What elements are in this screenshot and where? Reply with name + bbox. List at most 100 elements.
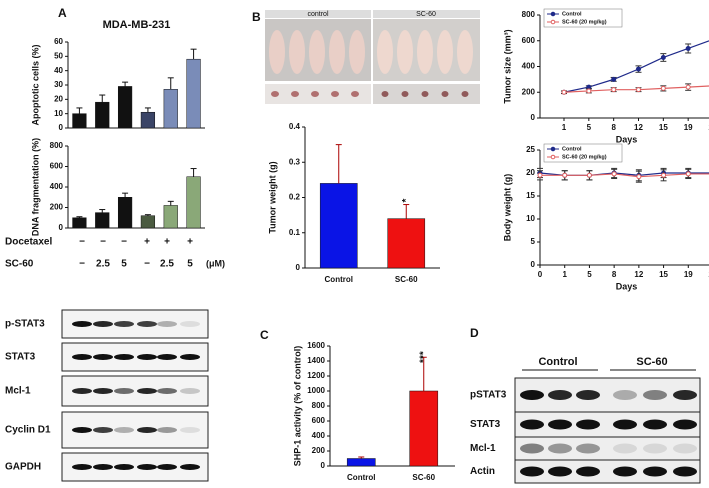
marker <box>611 171 617 177</box>
blot-label: GAPDH <box>5 462 41 473</box>
bar <box>319 183 358 269</box>
blot-label: Cyclin D1 <box>5 425 51 436</box>
y-tick-label: 20 <box>54 94 63 103</box>
mouse <box>269 30 285 74</box>
tumor <box>441 91 449 97</box>
treatment-value: − <box>79 237 85 248</box>
tumor <box>311 91 319 97</box>
marker <box>660 85 666 91</box>
y-tick-label: 600 <box>312 416 326 425</box>
marker <box>660 54 666 60</box>
treatment-value: 2.5 <box>160 259 174 270</box>
band <box>576 443 600 454</box>
band <box>72 354 92 360</box>
y-tick-label: 20 <box>526 168 535 177</box>
chart-title: MDA-MB-231 <box>103 19 171 31</box>
band <box>576 466 600 477</box>
blot <box>514 411 701 438</box>
bar <box>186 58 201 129</box>
band <box>548 419 572 430</box>
x-tick-label: 8 <box>612 270 617 279</box>
band <box>93 321 113 327</box>
band <box>72 388 92 394</box>
mouse <box>349 30 365 74</box>
y-tick-label: 10 <box>54 109 63 118</box>
band <box>157 354 177 360</box>
y-tick-label: 40 <box>54 66 63 75</box>
photo-header <box>265 10 371 18</box>
blot-label: STAT3 <box>470 419 501 430</box>
band <box>114 427 134 433</box>
y-axis-label: DNA fragmentation (%) <box>30 138 40 236</box>
band <box>114 321 134 327</box>
marker <box>562 172 568 178</box>
y-tick-label: 800 <box>312 401 326 410</box>
y-tick-label: 0 <box>59 223 64 232</box>
mouse <box>329 30 345 74</box>
band <box>137 427 157 433</box>
y-tick-label: 0.1 <box>289 228 301 237</box>
treatment-label: Docetaxel <box>5 237 52 248</box>
x-tick-label: 1 <box>562 270 567 279</box>
band <box>520 390 544 400</box>
band <box>613 466 637 477</box>
y-tick-label: 800 <box>522 10 536 19</box>
band <box>576 390 600 400</box>
mouse <box>417 30 433 74</box>
legend-label: SC-60 (20 mg/kg) <box>562 19 607 25</box>
group-label: SC-60 <box>636 356 667 368</box>
bar <box>163 89 178 129</box>
band <box>576 419 600 430</box>
y-tick-label: 400 <box>50 182 64 191</box>
bar <box>140 215 156 229</box>
y-tick-label: 600 <box>50 162 64 171</box>
x-tick-label: 15 <box>659 123 668 132</box>
legend <box>543 143 623 163</box>
legend-label: Control <box>562 146 582 152</box>
blot-label: Actin <box>470 466 495 477</box>
x-tick-label: 12 <box>634 270 643 279</box>
marker <box>561 89 567 95</box>
band <box>520 419 544 430</box>
band <box>548 466 572 477</box>
bar <box>95 101 110 129</box>
marker <box>586 88 592 94</box>
group-label: Control <box>538 356 577 368</box>
marker <box>611 87 617 93</box>
x-tick-label: SC-60 <box>395 275 418 284</box>
panel-label: A <box>58 6 67 20</box>
y-tick-label: 15 <box>526 191 535 200</box>
mouse <box>377 30 393 74</box>
y-tick-label: 0 <box>321 461 326 470</box>
legend-label: Control <box>562 11 582 17</box>
x-axis-label: Days <box>616 281 638 291</box>
band <box>114 354 134 360</box>
band <box>180 427 200 433</box>
y-tick-label: 400 <box>522 62 536 71</box>
band <box>157 464 177 470</box>
tumor <box>271 91 279 97</box>
band <box>72 464 92 470</box>
bar <box>95 212 110 229</box>
treatment-value: − <box>144 259 150 270</box>
tumor <box>461 91 469 97</box>
band <box>137 464 157 470</box>
x-tick-label: 5 <box>587 270 592 279</box>
band <box>673 390 697 400</box>
legend-marker <box>550 19 556 25</box>
treatment-value: − <box>79 259 85 270</box>
band <box>180 388 200 394</box>
treatment-value: − <box>121 237 127 248</box>
x-tick-label: 8 <box>611 123 616 132</box>
bar <box>186 176 201 229</box>
x-tick-label: 19 <box>684 270 693 279</box>
photo-header <box>373 10 480 18</box>
band <box>643 466 667 477</box>
y-tick-label: 600 <box>522 36 536 45</box>
treatment-value: + <box>144 237 150 248</box>
band <box>93 354 113 360</box>
treatment-value: − <box>100 237 106 248</box>
x-tick-label: SC-60 <box>412 473 435 482</box>
marker <box>611 76 617 82</box>
